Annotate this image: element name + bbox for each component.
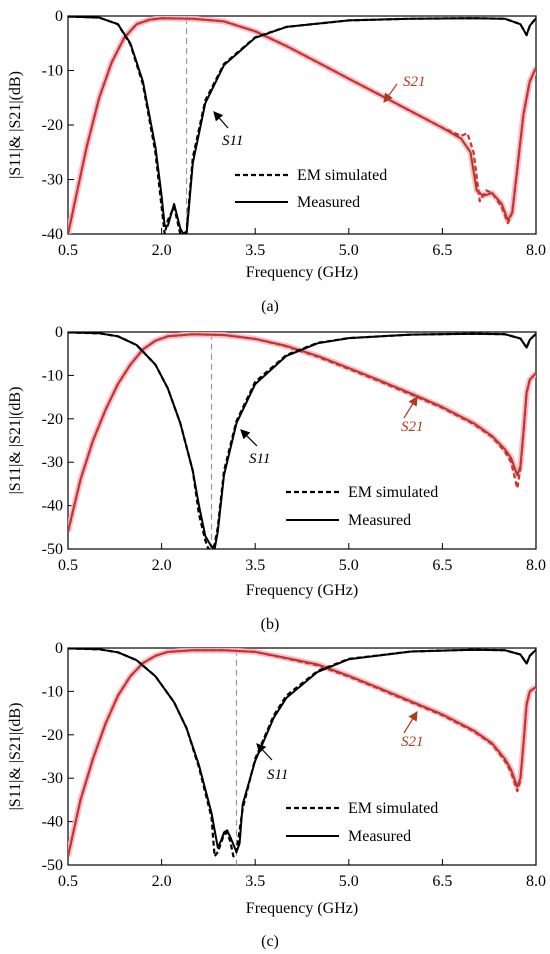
y-tick-label: -40 xyxy=(42,226,63,243)
y-tick-label: 0 xyxy=(55,8,63,25)
y-tick-label: -20 xyxy=(42,727,63,744)
series-s21-simulated xyxy=(68,333,536,532)
s21-annotation-label: S21 xyxy=(401,734,424,750)
y-axis-label: |S11|& |S21|(dB) xyxy=(7,71,24,179)
y-tick-label: -20 xyxy=(42,411,63,428)
x-tick-label: 6.5 xyxy=(432,242,452,259)
y-tick-label: -20 xyxy=(42,117,63,134)
x-axis-label: Frequency (GHz) xyxy=(246,264,358,281)
x-axis-label: Frequency (GHz) xyxy=(246,900,358,917)
x-tick-label: 2.0 xyxy=(152,242,172,259)
panel-caption: (a) xyxy=(261,298,279,315)
y-tick-label: 0 xyxy=(55,640,63,657)
chart-panel-a: 0.5 2.0 3.5 5.0 6.5 8.0 0 -10 -20 -30 -40 Frequency… xyxy=(7,8,546,315)
x-tick-label: 8.0 xyxy=(526,873,546,890)
s21-annotation-arrow xyxy=(403,710,418,734)
x-tick-label: 3.5 xyxy=(245,557,265,574)
x-tick-label: 2.0 xyxy=(152,873,172,890)
y-tick-label: 0 xyxy=(55,324,63,341)
x-tick-label: 3.5 xyxy=(245,873,265,890)
x-tick-label: 5.0 xyxy=(339,557,359,574)
y-tick-label: -30 xyxy=(42,172,63,189)
y-axis-label: |S11|& |S21|(dB) xyxy=(7,387,24,495)
s11-annotation-label: S11 xyxy=(249,451,270,467)
y-tick-label: -30 xyxy=(42,454,63,471)
x-tick-label: 0.5 xyxy=(58,873,78,890)
legend-label-measured: Measured xyxy=(348,828,411,845)
series-s11-measured xyxy=(68,648,536,853)
x-tick-label: 0.5 xyxy=(58,242,78,259)
x-axis-label: Frequency (GHz) xyxy=(246,582,358,599)
series-s11-simulated xyxy=(68,332,536,549)
y-tick-label: -10 xyxy=(42,367,63,384)
s11-annotation-arrow xyxy=(240,429,258,447)
s21-annotation-label: S21 xyxy=(403,74,426,90)
s11-annotation-arrow xyxy=(213,111,229,129)
series-s21-measured xyxy=(68,333,536,532)
s21-highlight xyxy=(68,332,536,533)
chart-panel-c: 0.5 2.0 3.5 5.0 6.5 8.0 0 -10 -20 -30 -40 -50 Freque… xyxy=(7,640,546,950)
x-tick-label: 5.0 xyxy=(339,242,359,259)
s21-highlight xyxy=(68,648,536,857)
y-tick-label: -50 xyxy=(42,857,63,874)
y-tick-label: -50 xyxy=(42,541,63,558)
s11-annotation-label: S11 xyxy=(222,133,243,149)
x-tick-label: 6.5 xyxy=(432,557,452,574)
series-group xyxy=(68,16,536,234)
s21-annotation-label: S21 xyxy=(401,419,424,435)
panel-caption: (b) xyxy=(261,616,280,633)
series-s21-simulated xyxy=(68,17,536,234)
series-s21-simulated xyxy=(68,649,536,857)
series-s11-simulated xyxy=(68,16,536,234)
y-tick-label: -40 xyxy=(42,814,63,831)
s11-annotation-label: S11 xyxy=(267,767,288,783)
s11-annotation-arrow xyxy=(256,743,273,761)
s21-annotation-arrow xyxy=(403,395,418,419)
x-tick-label: 8.0 xyxy=(526,242,546,259)
x-tick-label: 6.5 xyxy=(432,873,452,890)
series-s11-measured xyxy=(68,332,536,549)
series-s11-simulated xyxy=(68,648,536,858)
legend-label-simulated: EM simulated xyxy=(348,800,438,817)
y-tick-label: -40 xyxy=(42,498,63,515)
plot-frame xyxy=(67,647,537,866)
x-tick-label: 8.0 xyxy=(526,557,546,574)
y-tick-label: -10 xyxy=(42,683,63,700)
series-s21-measured xyxy=(68,649,536,857)
x-tick-label: 5.0 xyxy=(339,873,359,890)
x-tick-label: 3.5 xyxy=(245,242,265,259)
panel-caption: (c) xyxy=(261,933,279,950)
x-tick-label: 0.5 xyxy=(58,557,78,574)
plot-frame xyxy=(67,331,537,550)
legend-label-measured: Measured xyxy=(297,194,360,211)
s21-annotation-arrow xyxy=(383,83,398,103)
legend-label-simulated: EM simulated xyxy=(297,167,387,184)
x-tick-label: 2.0 xyxy=(152,557,172,574)
y-tick-label: -10 xyxy=(42,63,63,80)
chart-panel-b: 0.5 2.0 3.5 5.0 6.5 8.0 0 -10 -20 -30 -40 -50 Freque… xyxy=(7,324,546,633)
legend-label-measured: Measured xyxy=(348,512,411,529)
series-group xyxy=(68,332,536,549)
legend-label-simulated: EM simulated xyxy=(348,484,438,501)
series-group xyxy=(68,648,536,858)
y-axis-label: |S11|& |S21|(dB) xyxy=(7,703,24,811)
y-tick-label: -30 xyxy=(42,770,63,787)
